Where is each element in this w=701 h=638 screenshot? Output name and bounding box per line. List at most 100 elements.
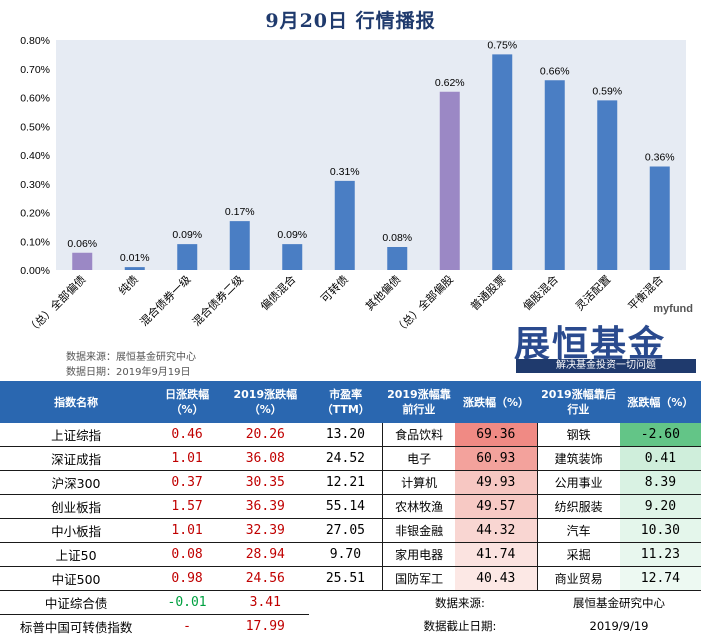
bottom-industry-cell: 汽车 — [537, 519, 620, 543]
top-industry-cell: 国防军工 — [383, 567, 455, 591]
index-name-cell: 创业板指 — [0, 495, 152, 519]
bar — [650, 167, 670, 271]
index-name-cell: 沪深300 — [0, 471, 152, 495]
bar — [597, 100, 617, 270]
bar — [387, 247, 407, 270]
chart-source: 数据来源：展恒基金研究中心 — [66, 348, 196, 363]
bar — [282, 244, 302, 270]
footnote-value: 展恒基金研究中心 — [537, 591, 701, 615]
footnote-label: 数据来源: — [383, 591, 537, 615]
pe-cell: 25.51 — [309, 567, 383, 591]
ytd-change-cell: 30.35 — [222, 471, 309, 495]
chart-date: 数据日期：2019年9月19日 — [66, 363, 191, 378]
data-label: 0.08% — [382, 232, 412, 244]
y-tick-label: 0.20% — [20, 208, 50, 220]
day-change-cell: 0.46 — [152, 423, 222, 447]
bar — [335, 181, 355, 270]
data-label: 0.62% — [435, 77, 465, 89]
bottom-industry-change-cell: 12.74 — [620, 567, 701, 591]
data-label: 0.17% — [225, 206, 255, 218]
data-label: 0.09% — [172, 229, 202, 241]
footnote-label: 数据截止日期: — [383, 615, 537, 638]
y-tick-label: 0.40% — [20, 150, 50, 162]
y-tick-label: 0.60% — [20, 93, 50, 105]
x-tick-label: 纯债 — [115, 272, 140, 297]
y-tick-label: 0.70% — [20, 64, 50, 76]
pe-cell: 24.52 — [309, 447, 383, 471]
bar-chart: 0.00%0.10%0.20%0.30%0.40%0.50%0.60%0.70%… — [0, 36, 701, 346]
header-cell: 日涨跌幅（%） — [152, 381, 222, 423]
page-title: 9月20日 行情播报 — [0, 6, 701, 33]
day-change-cell: - — [152, 615, 222, 638]
pe-cell: 27.05 — [309, 519, 383, 543]
top-industry-cell: 计算机 — [383, 471, 455, 495]
ytd-change-cell: 20.26 — [222, 423, 309, 447]
bottom-industry-cell: 公用事业 — [537, 471, 620, 495]
y-tick-label: 0.30% — [20, 179, 50, 191]
top-industry-change-cell: 69.36 — [455, 423, 537, 447]
header-cell: 涨跌幅（%） — [620, 381, 701, 423]
bar — [230, 221, 250, 270]
data-label: 0.66% — [540, 65, 570, 77]
bar — [125, 267, 145, 270]
data-label: 0.01% — [120, 252, 150, 264]
day-change-cell: 1.01 — [152, 519, 222, 543]
x-tick-label: 混合债券二级 — [189, 272, 246, 329]
data-label: 0.75% — [487, 39, 517, 51]
pe-cell: 9.70 — [309, 543, 383, 567]
top-industry-change-cell: 60.93 — [455, 447, 537, 471]
bar — [72, 253, 92, 270]
top-industry-change-cell: 49.57 — [455, 495, 537, 519]
index-name-cell: 上证50 — [0, 543, 152, 567]
x-tick-label: 混合债券一级 — [137, 272, 194, 329]
ytd-change-cell: 24.56 — [222, 567, 309, 591]
empty-cell — [309, 615, 383, 638]
index-name-cell: 标普中国可转债指数 — [0, 615, 152, 638]
day-change-cell: 0.08 — [152, 543, 222, 567]
plot-area — [56, 40, 686, 270]
top-industry-cell: 家用电器 — [383, 543, 455, 567]
bar — [492, 54, 512, 270]
top-industry-change-cell: 41.74 — [455, 543, 537, 567]
top-industry-change-cell: 49.93 — [455, 471, 537, 495]
ytd-change-cell: 3.41 — [222, 591, 309, 615]
top-industry-change-cell: 44.32 — [455, 519, 537, 543]
header-cell: 市盈率（TTM） — [309, 381, 383, 423]
top-industry-cell: 非银金融 — [383, 519, 455, 543]
x-tick-label: 可转债 — [318, 272, 351, 305]
bottom-industry-cell: 商业贸易 — [537, 567, 620, 591]
data-label: 0.36% — [645, 152, 675, 164]
bar — [177, 244, 197, 270]
y-tick-label: 0.50% — [20, 121, 50, 133]
y-tick-label: 0.10% — [20, 236, 50, 248]
index-name-cell: 上证综指 — [0, 423, 152, 447]
data-label: 0.06% — [67, 238, 97, 250]
header-cell: 2019涨跌幅（%） — [222, 381, 309, 423]
index-name-cell: 中证500 — [0, 567, 152, 591]
bottom-industry-change-cell: 9.20 — [620, 495, 701, 519]
header-cell: 2019涨幅靠前行业 — [383, 381, 455, 423]
top-industry-cell: 电子 — [383, 447, 455, 471]
market-table: 指数名称 日涨跌幅（%） 2019涨跌幅（%） 市盈率（TTM） 2019涨幅靠… — [0, 381, 701, 638]
brand-logo: myfund 展恒基金 解决基金投资一切问题 — [514, 303, 699, 373]
x-tick-label: 偏债混合 — [257, 272, 298, 313]
bottom-industry-cell: 采掘 — [537, 543, 620, 567]
pe-cell: 13.20 — [309, 423, 383, 447]
data-label: 0.31% — [330, 166, 360, 178]
logo-en: myfund — [653, 303, 693, 315]
bar — [440, 92, 460, 270]
footnote-value: 2019/9/19 — [537, 615, 701, 638]
index-name-cell: 中小板指 — [0, 519, 152, 543]
index-name-cell: 中证综合债 — [0, 591, 152, 615]
empty-cell — [309, 591, 383, 615]
bottom-industry-change-cell: 8.39 — [620, 471, 701, 495]
ytd-change-cell: 32.39 — [222, 519, 309, 543]
bar — [545, 80, 565, 270]
